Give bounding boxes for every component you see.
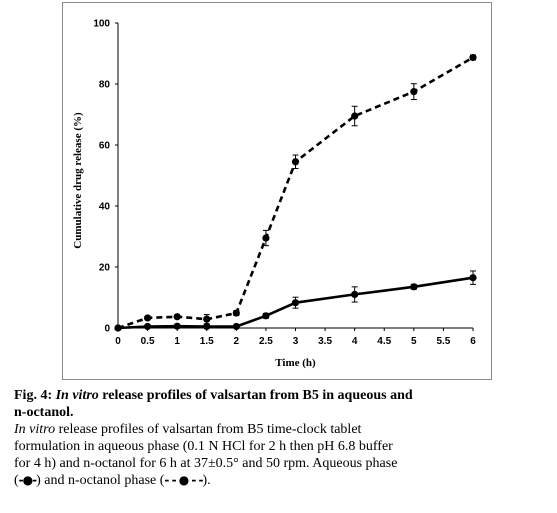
aqueous-data-point [262,312,270,320]
caption-body-text-4: ) and n-octanol phase ( [36,473,165,488]
octanol-series [114,53,477,332]
octanol-data-point [173,313,181,321]
aqueous-data-point [351,290,359,299]
y-tick-label: 100 [93,19,110,30]
octanol-legend-glyph: - - ● - - [164,473,203,487]
y-axis-ticks: 0 20 40 60 80 100 [93,19,118,335]
aqueous-series [114,270,477,332]
x-tick-label: 2 [234,336,240,347]
x-tick-label: 2.5 [259,336,273,347]
release-profile-chart: 0 0.5 1 1.5 2 2.5 3 3.5 4 4.5 5 5.5 6 0 20 40 60 80 100 T… [72,19,477,369]
figure-number: Fig. 4: [14,388,56,403]
x-tick-label: 5 [411,336,417,347]
x-tick-label: 4.5 [377,336,391,347]
x-tick-label: 4 [352,336,358,347]
x-tick-label: 1.5 [200,336,214,347]
caption-body-line-2: formulation in aqueous phase (0.1 N HCl … [14,439,393,454]
caption-italic-term: In vitro [55,388,99,403]
y-axis-title: Cumulative drug release (%) [72,112,84,249]
plot-area [114,53,477,332]
octanol-data-point [351,112,359,120]
aqueous-legend-glyph: -●- [18,473,37,487]
y-tick-label: 20 [99,263,111,274]
aqueous-data-point [232,322,240,331]
x-tick-label: 6 [470,336,476,347]
x-tick-label: 3 [293,336,299,347]
axes [117,23,473,329]
octanol-data-point [262,234,270,242]
octanol-data-point [203,315,211,323]
x-tick-label: 3.5 [318,336,332,347]
y-tick-label: 40 [99,202,111,213]
aqueous-data-point [291,299,300,307]
aqueous-data-point [173,322,181,330]
aqueous-data-point [143,322,152,331]
aqueous-data-point [410,283,418,291]
caption-paren-close: ). [202,473,211,488]
y-tick-label: 80 [99,80,111,91]
octanol-data-point [114,324,122,332]
x-axis-title: Time (h) [275,357,316,369]
y-tick-label: 0 [104,324,110,335]
x-tick-label: 5.5 [436,336,450,347]
octanol-data-point [469,53,477,62]
caption-title-line-2: n-octanol. [14,404,542,421]
aqueous-series-line [117,276,474,330]
caption-title-text-2: n-octanol. [14,405,74,420]
figure-caption: Fig. 4: In vitro release profiles of val… [14,387,542,489]
caption-body-text-1: release profiles of valsartan from B5 ti… [55,422,362,437]
octanol-series-line [117,56,474,330]
caption-title-line: Fig. 4: In vitro release profiles of val… [14,387,542,404]
aqueous-data-point [203,322,211,331]
octanol-data-point [143,314,152,322]
x-tick-label: 0.5 [141,336,155,347]
aqueous-data-point [469,274,477,282]
octanol-data-point [291,158,300,166]
octanol-data-point [232,309,240,317]
x-tick-label: 0 [115,336,121,347]
caption-title-text: release profiles of valsartan from B5 in… [98,388,413,403]
y-tick-label: 60 [99,141,111,152]
caption-body-line-3: for 4 h) and n-octanol for 6 h at 37±0.5… [14,456,398,471]
caption-body-italic-term: In vitro [14,422,56,437]
chart-frame: 0 0.5 1 1.5 2 2.5 3 3.5 4 4.5 5 5.5 6 0 20 40 60 80 100 T… [62,2,492,380]
octanol-data-point [410,88,418,96]
caption-body-line-1: In vitro release profiles of valsartan f… [14,421,542,438]
caption-body-line-4: (-●-) and n-octanol phase (- - ● - -). [14,472,542,489]
caption-paren-open: ( [14,473,19,488]
x-axis-ticks: 0 0.5 1 1.5 2 2.5 3 3.5 4 4.5 5 5.5 6 [115,328,476,347]
x-tick-label: 1 [174,336,180,347]
